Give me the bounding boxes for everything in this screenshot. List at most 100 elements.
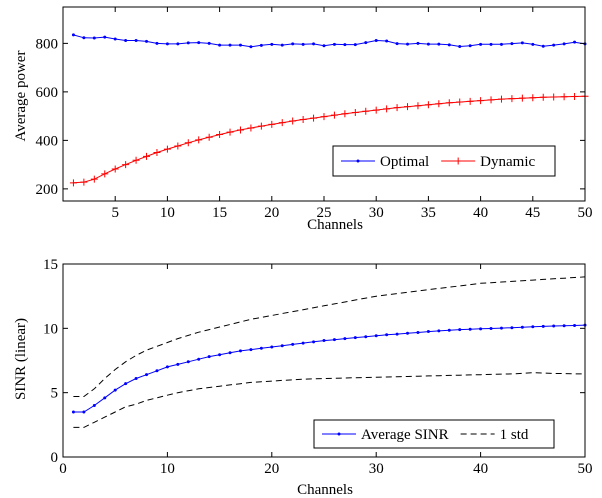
dynamic-point <box>414 102 422 110</box>
power-x-tick-label: 45 <box>525 205 540 221</box>
1-std-upper-line <box>73 276 586 397</box>
optimal-point <box>103 35 107 39</box>
optimal-point <box>218 43 222 47</box>
average-sinr-point <box>145 373 149 377</box>
dynamic-point <box>278 119 286 127</box>
average-sinr-point <box>259 346 263 350</box>
power-chart-ticks: 5 10 15 20 25 30 35 40 45 50 200 400 600 800 <box>36 7 593 221</box>
average-sinr-point <box>520 325 524 329</box>
dynamic-point <box>111 165 119 173</box>
average-sinr-point <box>406 331 410 335</box>
dynamic-point <box>330 111 338 119</box>
average-sinr-line <box>73 324 586 413</box>
optimal-point <box>552 43 556 47</box>
dynamic-point <box>550 93 558 101</box>
dynamic-point <box>341 110 349 118</box>
optimal-point <box>458 45 462 49</box>
power-legend-label-dynamic: Dynamic <box>480 154 535 170</box>
optimal-point <box>124 38 128 42</box>
optimal-point <box>437 42 441 46</box>
power-x-tick-label: 40 <box>473 205 488 221</box>
dynamic-point <box>487 96 495 104</box>
optimal-point <box>499 42 503 46</box>
optimal-point <box>562 42 566 46</box>
sinr-y-axis-label: SINR (linear) <box>13 318 29 400</box>
dynamic-point <box>184 139 192 147</box>
average-sinr-point <box>510 326 514 330</box>
sinr-y-tick-label: 5 <box>51 386 59 402</box>
average-sinr-point <box>489 326 493 330</box>
dynamic-point <box>310 114 318 122</box>
average-sinr-point <box>197 357 201 361</box>
dynamic-point <box>508 95 516 103</box>
sinr-x-tick-label: 40 <box>473 461 488 477</box>
average-sinr-point <box>280 344 284 348</box>
average-sinr-point <box>155 369 159 373</box>
dynamic-point <box>236 126 244 134</box>
optimal-point <box>541 44 545 48</box>
average-sinr-point <box>249 348 253 352</box>
optimal-point <box>155 41 159 45</box>
power-y-tick-label: 200 <box>36 182 59 198</box>
average-sinr-point <box>301 341 305 345</box>
power-x-tick-label: 10 <box>160 205 175 221</box>
dynamic-point <box>393 104 401 112</box>
optimal-point <box>71 33 75 37</box>
power-x-tick-label: 20 <box>264 205 279 221</box>
dynamic-point <box>497 95 505 103</box>
dynamic-point <box>69 179 77 187</box>
average-sinr-point <box>176 362 180 366</box>
optimal-point <box>489 42 493 46</box>
average-sinr-point <box>186 360 190 364</box>
sinr-x-tick-label: 10 <box>160 461 175 477</box>
power-y-tick-label: 800 <box>36 36 59 52</box>
average-sinr-point <box>374 334 378 338</box>
optimal-point <box>322 44 326 48</box>
average-sinr-point <box>218 353 222 357</box>
average-sinr-point <box>228 351 232 355</box>
average-sinr-point <box>238 349 242 353</box>
sinr-legend-label-1-std: 1 std <box>500 427 529 443</box>
average-sinr-point <box>447 328 451 332</box>
optimal-point <box>406 42 410 46</box>
dynamic-point <box>435 100 443 108</box>
sinr-chart-ticks: 0 10 20 30 40 50 0 5 10 15 <box>43 257 593 477</box>
optimal-point <box>374 38 378 42</box>
optimal-point <box>113 37 117 41</box>
dynamic-point <box>216 131 224 139</box>
power-y-tick-label: 400 <box>36 133 59 149</box>
power-legend-marker-dynamic <box>454 157 462 165</box>
power-x-tick-label: 30 <box>369 205 384 221</box>
dynamic-point <box>268 120 276 128</box>
dynamic-point <box>529 94 537 102</box>
average-sinr-point <box>541 324 545 328</box>
sinr-x-tick-label: 0 <box>59 461 67 477</box>
dynamic-point <box>466 97 474 105</box>
dynamic-point <box>372 106 380 114</box>
average-sinr-point <box>270 345 274 349</box>
average-sinr-point <box>92 404 96 408</box>
optimal-point <box>92 36 96 40</box>
optimal-point <box>259 43 263 47</box>
power-legend-marker-optimal <box>356 159 360 163</box>
dynamic-point <box>132 156 140 164</box>
optimal-point <box>353 43 357 47</box>
average-sinr-point <box>573 324 577 328</box>
optimal-point <box>343 43 347 47</box>
optimal-point <box>531 42 535 46</box>
optimal-point <box>176 42 180 46</box>
optimal-point <box>228 43 232 47</box>
average-sinr-point <box>291 342 295 346</box>
optimal-point <box>270 42 274 46</box>
sinr-chart-series <box>71 276 587 428</box>
dynamic-point <box>539 93 547 101</box>
average-sinr-point <box>531 325 535 329</box>
power-x-tick-label: 15 <box>212 205 227 221</box>
optimal-point <box>301 42 305 46</box>
sinr-legend: Average SINR 1 std <box>313 419 555 449</box>
average-sinr-point <box>458 328 462 332</box>
dynamic-point <box>122 161 130 169</box>
average-sinr-point <box>385 333 389 337</box>
average-sinr-point <box>82 410 86 414</box>
